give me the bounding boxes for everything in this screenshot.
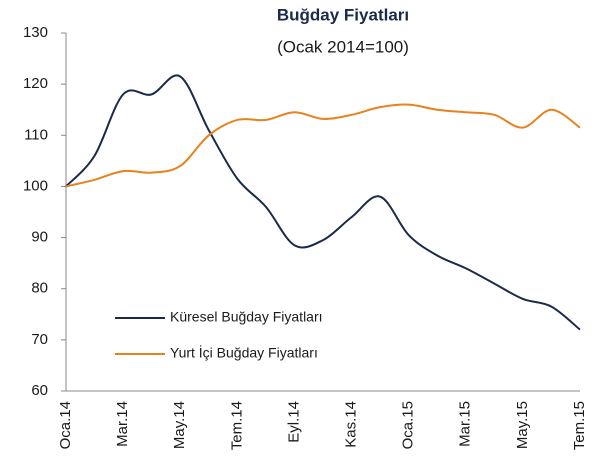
y-tick-label: 60	[31, 382, 48, 399]
series-line	[65, 103, 581, 188]
y-tick-label: 130	[23, 24, 48, 41]
legend-label: Küresel Buğday Fiyatları	[170, 309, 323, 325]
y-tick-label: 120	[23, 75, 48, 92]
x-tick-label: Oca.15	[400, 401, 417, 449]
y-tick-label: 80	[31, 280, 48, 297]
y-tick-label: 90	[31, 229, 48, 246]
x-tick-label: Tem.15	[571, 401, 588, 450]
y-tick-label: 110	[24, 126, 48, 143]
series-line	[65, 74, 581, 331]
x-tick-label: May.14	[171, 401, 188, 449]
x-tick-label: May.15	[514, 401, 531, 449]
chart-title: Buğday Fiyatları	[277, 5, 409, 24]
y-tick-label: 100	[23, 177, 48, 194]
x-tick-label: Mar.14	[114, 401, 131, 447]
x-tick-label: Oca.14	[57, 401, 74, 449]
x-tick-label: Eyl.14	[285, 401, 302, 443]
chart-subtitle: (Ocak 2014=100)	[277, 37, 409, 56]
x-tick-label: Mar.15	[457, 401, 474, 447]
x-tick-label: Kas.14	[343, 401, 360, 448]
legend-label: Yurt İçi Buğday Fiyatları	[170, 344, 318, 361]
x-tick-label: Tem.14	[228, 401, 245, 450]
y-tick-label: 70	[31, 331, 48, 348]
